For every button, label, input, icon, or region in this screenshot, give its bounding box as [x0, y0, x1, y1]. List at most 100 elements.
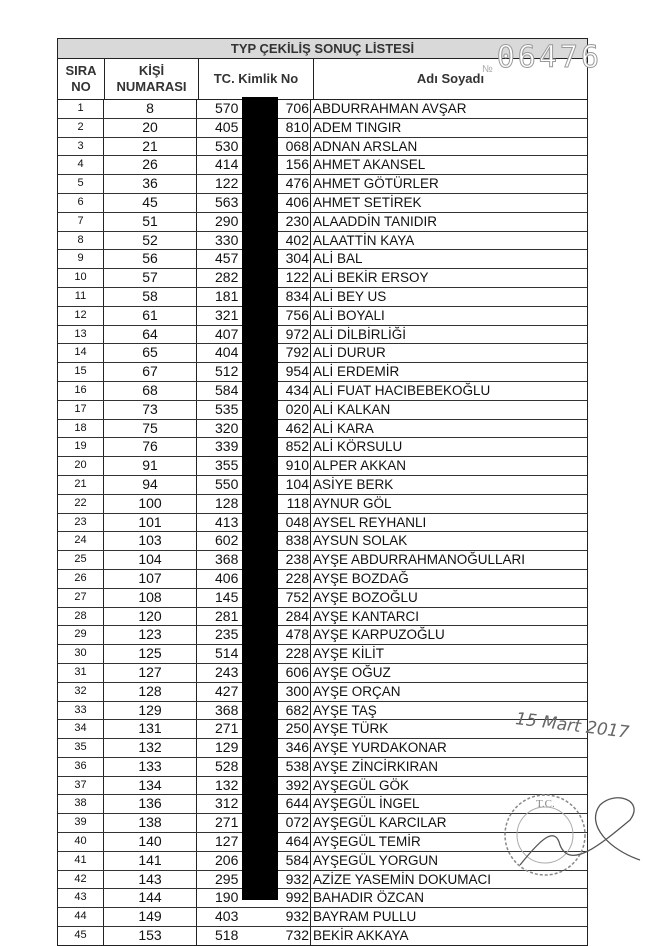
tc-kimlik-no: 403 932	[197, 908, 311, 927]
kisi-numarasi: 108	[104, 588, 197, 607]
tc-kimlik-no: 570 706	[197, 100, 311, 118]
tc-suffix: 118	[286, 494, 309, 511]
table-row: 31 127 243 606 AYŞE OĞUZ	[58, 663, 587, 683]
header-tc-kimlik-no: TC. Kimlik No	[199, 59, 314, 99]
tc-suffix: 402	[285, 231, 309, 248]
tc-suffix: 834	[285, 287, 309, 304]
table-row: 3 21 530 068 ADNAN ARSLAN	[58, 137, 587, 157]
kisi-numarasi: 58	[104, 287, 197, 306]
tc-kimlik-no: 368 238	[197, 551, 311, 569]
kisi-numarasi: 103	[104, 532, 197, 551]
adi-soyadi: ALİ DURUR	[313, 345, 386, 361]
adi-soyadi: AYŞEGÜL TEMİR	[313, 834, 421, 850]
sira-no: 42	[58, 870, 104, 889]
tc-suffix: 810	[285, 118, 309, 135]
sira-no: 17	[58, 400, 104, 419]
sira-no: 24	[58, 532, 104, 551]
tc-suffix: 910	[285, 457, 309, 474]
tc-prefix: 602	[215, 532, 239, 549]
sira-no: 11	[58, 287, 104, 306]
table-row: 9 56 457 304 ALİ BAL	[58, 250, 587, 270]
tc-prefix: 530	[215, 137, 239, 154]
adi-soyadi: AHMET GÖTÜRLER	[313, 176, 439, 192]
table-row: 39 138 271 072 AYŞEGÜL KARCILAR	[58, 814, 587, 834]
sira-no: 18	[58, 419, 104, 438]
kisi-numarasi: 75	[104, 419, 197, 438]
sira-no: 36	[58, 757, 104, 776]
tc-suffix: 932	[285, 870, 309, 887]
kisi-numarasi: 26	[104, 156, 197, 175]
tc-suffix: 644	[285, 795, 309, 812]
table-row: 1 8 570 706 ABDURRAHMAN AVŞAR	[58, 100, 587, 119]
tc-kimlik-no: 295 932	[197, 870, 311, 889]
adi-soyadi: BAYRAM PULLU	[313, 909, 417, 925]
tc-prefix: 414	[215, 156, 239, 173]
tc-prefix: 528	[215, 757, 239, 774]
redaction-bar	[242, 97, 278, 900]
tc-suffix: 476	[285, 175, 309, 192]
tc-prefix: 122	[215, 175, 239, 192]
tc-kimlik-no: 281 284	[197, 607, 311, 626]
tc-suffix: 392	[285, 776, 309, 793]
tc-kimlik-no: 339 852	[197, 438, 311, 457]
tc-prefix: 535	[215, 400, 239, 417]
adi-soyadi: BEKİR AKKAYA	[313, 928, 409, 944]
tc-prefix: 320	[215, 419, 239, 436]
table-row: 44 149 403 932 BAYRAM PULLU	[58, 908, 587, 928]
table-row: 25 104 368 238 AYŞE ABDURRAHMANOĞULLARI	[58, 551, 587, 570]
tc-suffix: 954	[285, 363, 309, 380]
tc-prefix: 563	[215, 193, 239, 210]
tc-suffix: 606	[285, 663, 309, 680]
tc-suffix: 406	[285, 193, 309, 210]
adi-soyadi: AYŞE TAŞ	[313, 702, 377, 718]
kisi-numarasi: 138	[104, 814, 197, 833]
results-table: TYP ÇEKİLİŞ SONUÇ LİSTESİ SIRA NO KİŞİ N…	[57, 38, 588, 946]
serial-prefix: №	[482, 64, 493, 75]
tc-kimlik-no: 145 752	[197, 588, 311, 607]
table-row: 24 103 602 838 AYSUN SOLAK	[58, 532, 587, 552]
sira-no: 37	[58, 776, 104, 795]
tc-prefix: 271	[215, 720, 239, 737]
sira-no: 33	[58, 701, 104, 720]
tc-prefix: 550	[215, 475, 239, 492]
tc-kimlik-no: 602 838	[197, 532, 311, 551]
tc-suffix: 752	[285, 588, 309, 605]
sira-no: 1	[58, 100, 104, 118]
tc-prefix: 330	[215, 231, 239, 248]
adi-soyadi: AYŞE KANTARCI	[313, 608, 420, 624]
tc-prefix: 243	[215, 663, 239, 680]
adi-soyadi: AYŞEGÜL GÖK	[313, 777, 410, 793]
tc-kimlik-no: 132 392	[197, 776, 311, 795]
adi-soyadi: AYNUR GÖL	[313, 495, 392, 511]
tc-prefix: 355	[215, 457, 239, 474]
table-row: 30 125 514 228 AYŞE KİLİT	[58, 645, 587, 664]
table-row: 5 36 122 476 AHMET GÖTÜRLER	[58, 175, 587, 194]
sira-no: 35	[58, 739, 104, 757]
table-row: 35 132 129 346 AYŞE YURDAKONAR	[58, 739, 587, 758]
kisi-numarasi: 21	[104, 137, 197, 156]
table-row: 17 73 535 020 ALİ KALKAN	[58, 400, 587, 420]
tc-suffix: 300	[285, 682, 309, 699]
table-row: 7 51 290 230 ALAADDİN TANIDIR	[58, 212, 587, 232]
kisi-numarasi: 123	[104, 626, 197, 645]
tc-prefix: 427	[215, 682, 239, 699]
tc-kimlik-no: 206 584	[197, 851, 311, 870]
kisi-numarasi: 127	[104, 663, 197, 682]
signature-icon	[519, 797, 641, 866]
tc-prefix: 407	[215, 325, 239, 342]
table-row: 16 68 584 434 ALİ FUAT HACIBEBEKOĞLU	[58, 381, 587, 401]
sira-no: 4	[58, 156, 104, 175]
tc-prefix: 404	[215, 344, 239, 361]
table-row: 4 26 414 156 AHMET AKANSEL	[58, 156, 587, 176]
kisi-numarasi: 36	[104, 175, 197, 193]
tc-kimlik-no: 235 478	[197, 626, 311, 645]
adi-soyadi: AYŞEGÜL KARCILAR	[313, 815, 447, 831]
tc-suffix: 732	[285, 927, 309, 944]
kisi-numarasi: 134	[104, 776, 197, 795]
sira-no: 31	[58, 663, 104, 682]
table-title: TYP ÇEKİLİŞ SONUÇ LİSTESİ	[58, 39, 587, 59]
adi-soyadi: AYŞE ORÇAN	[313, 683, 401, 699]
adi-soyadi: ADEM TINGIR	[313, 119, 402, 135]
table-row: 37 134 132 392 AYŞEGÜL GÖK	[58, 776, 587, 796]
tc-suffix: 238	[285, 551, 309, 568]
